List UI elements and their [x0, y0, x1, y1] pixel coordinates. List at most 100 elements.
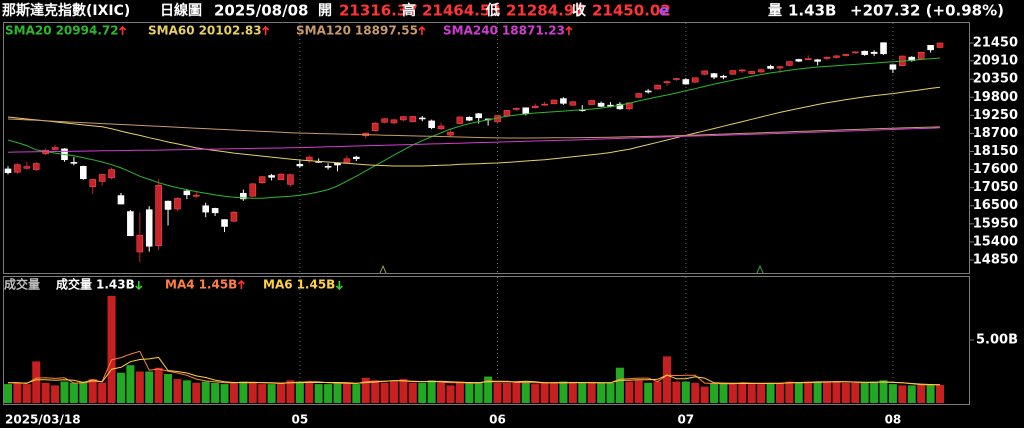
- legend-text: 1.45B: [297, 278, 336, 292]
- legend-text: SMA20: [5, 24, 52, 38]
- candle-body: [833, 55, 840, 58]
- candle-body: [51, 147, 59, 150]
- legend-text: 1.43B: [96, 278, 135, 292]
- candle-body: [729, 70, 737, 75]
- candle-body: [183, 190, 191, 196]
- candle-body: [164, 200, 172, 210]
- candle-body: [456, 116, 464, 124]
- candle-body: [927, 45, 934, 51]
- candle-body: [691, 77, 699, 83]
- candle-body: [861, 50, 868, 55]
- volume-bar: [870, 381, 879, 403]
- volume-bar: [126, 365, 135, 403]
- candle-body: [211, 208, 219, 214]
- volume-bar: [587, 382, 596, 403]
- candle-body: [343, 158, 351, 163]
- y-tick-label: 19800: [973, 90, 1018, 105]
- candle-body: [616, 103, 624, 110]
- candle-body: [776, 66, 784, 69]
- candle-body: [739, 69, 746, 72]
- candle-body: [230, 212, 238, 222]
- volume-bar: [917, 384, 926, 403]
- candle-body: [503, 110, 511, 117]
- volume-bar: [794, 382, 803, 403]
- date: 2025/08/08: [214, 2, 308, 20]
- legend-text: 20102.83: [199, 24, 262, 38]
- high-value: 21464.53: [422, 2, 501, 20]
- candle-body: [644, 90, 652, 93]
- volume-bar: [813, 381, 822, 403]
- candle-body: [842, 53, 850, 56]
- volume-bar: [60, 381, 69, 403]
- volume-bar: [182, 380, 191, 403]
- volume-panel: [3, 276, 970, 405]
- candle-body: [136, 234, 144, 253]
- low-value: 21284.97: [506, 2, 585, 20]
- legend-text: 20994.72: [56, 24, 119, 38]
- candle-body: [80, 165, 87, 179]
- volume-bar: [766, 382, 775, 403]
- candle-body: [400, 116, 407, 121]
- x-tick-label: 05: [291, 413, 308, 427]
- volume-bar: [474, 382, 483, 403]
- x-tick-label: 07: [677, 413, 694, 427]
- candle-body: [174, 198, 181, 210]
- period: 日線圖: [160, 2, 202, 19]
- volume-bar: [220, 384, 229, 403]
- volume-bar: [455, 381, 464, 403]
- volume-bar: [559, 381, 568, 403]
- legend-text: 1.45B: [199, 278, 238, 292]
- close-value: 21450.02: [592, 2, 671, 20]
- volume-bar: [540, 382, 549, 403]
- sma-line: [7, 127, 941, 153]
- candle-body: [390, 119, 398, 124]
- volume-bar: [625, 381, 634, 403]
- volume-bar: [898, 385, 907, 403]
- volume-bar: [785, 381, 794, 403]
- open-value: 21316.37: [339, 2, 418, 20]
- trend-arrow: [237, 279, 245, 289]
- candle-body: [635, 93, 643, 98]
- volume-bar: [879, 380, 888, 403]
- volume-bar: [568, 382, 577, 403]
- y-tick-label: 19250: [973, 108, 1018, 123]
- trend-arrow: [135, 281, 143, 291]
- y-tick-label: 17050: [973, 180, 1018, 195]
- signal-marker: [756, 264, 764, 274]
- volume-bar: [719, 382, 728, 403]
- candle-body: [475, 113, 483, 119]
- candle-body: [757, 69, 765, 73]
- y-tick-label: 15950: [973, 216, 1018, 231]
- volume-bar: [418, 382, 427, 403]
- candle-body: [437, 125, 445, 130]
- legend-text: SMA60: [148, 24, 195, 38]
- candle-body: [287, 174, 294, 185]
- volume-bar: [437, 382, 446, 403]
- signal-marker: [379, 264, 387, 274]
- candle-body: [673, 78, 680, 80]
- flag: e: [659, 2, 669, 20]
- x-tick-label: 2025/03/18: [5, 413, 81, 427]
- volume-bar: [267, 384, 276, 403]
- volume-bar: [88, 379, 97, 403]
- candle-body: [550, 99, 558, 105]
- high-label: 高: [402, 2, 416, 19]
- sma-line: [7, 86, 941, 167]
- volume-panel-title: 成交量: [4, 277, 40, 292]
- volume-bar: [22, 384, 31, 403]
- legend-text: SMA120: [296, 24, 351, 38]
- volume-bar: [361, 377, 370, 403]
- volume-bar: [427, 380, 436, 403]
- volume-bar: [493, 382, 502, 403]
- legend-text: 成交量: [56, 277, 92, 292]
- candle-body: [155, 184, 162, 246]
- volume-bar: [286, 380, 295, 403]
- candle-body: [268, 175, 275, 178]
- candle-body: [560, 98, 567, 104]
- candle-body: [192, 194, 200, 197]
- volume-bar: [69, 382, 78, 403]
- volume-bar: [550, 382, 559, 403]
- candle-body: [221, 219, 228, 227]
- volume-bar: [380, 382, 389, 403]
- index-title: 那斯達克指數(IXIC): [2, 2, 130, 19]
